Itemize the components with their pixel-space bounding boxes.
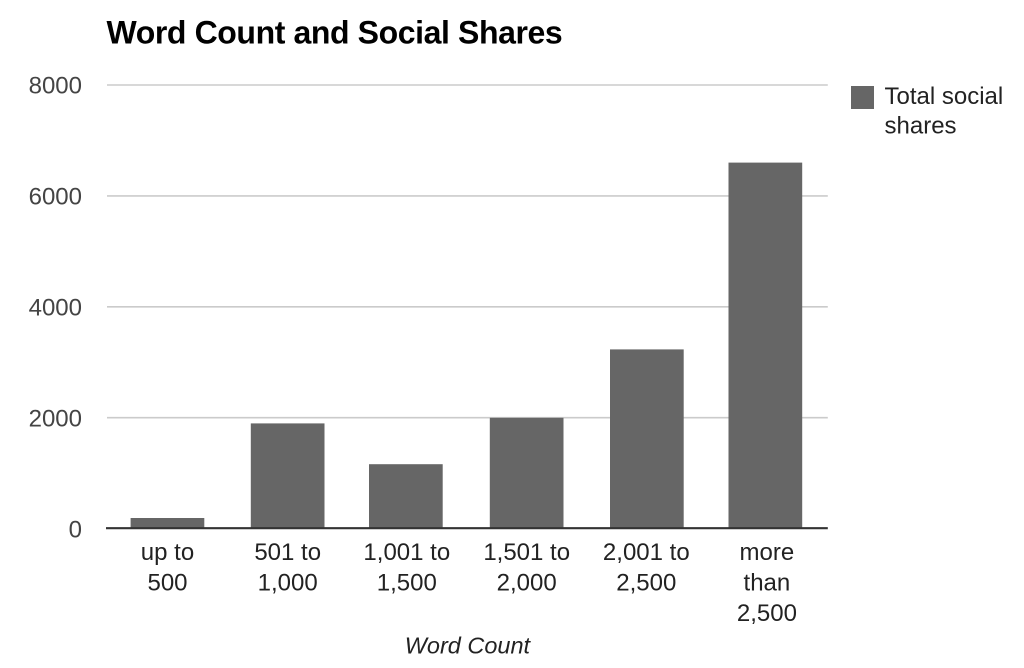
svg-text:1,501 to: 1,501 to <box>483 539 570 566</box>
svg-text:2,500: 2,500 <box>737 600 797 627</box>
svg-text:than: than <box>744 570 791 597</box>
svg-text:2000: 2000 <box>29 405 82 432</box>
svg-text:1,500: 1,500 <box>377 570 437 597</box>
svg-text:4000: 4000 <box>29 295 82 322</box>
svg-text:1,001 to: 1,001 to <box>363 539 450 566</box>
svg-text:Word Count and Social Shares: Word Count and Social Shares <box>107 15 563 51</box>
svg-text:2,500: 2,500 <box>616 570 676 597</box>
svg-text:0: 0 <box>69 516 82 543</box>
svg-text:up to: up to <box>141 539 194 566</box>
svg-text:1,000: 1,000 <box>258 570 318 597</box>
svg-text:Word Count: Word Count <box>405 633 532 659</box>
svg-text:8000: 8000 <box>29 73 82 100</box>
svg-text:2,000: 2,000 <box>497 570 557 597</box>
svg-text:501 to: 501 to <box>254 539 321 566</box>
svg-text:more: more <box>740 539 795 566</box>
svg-text:Total social: Total social <box>885 83 1004 110</box>
svg-text:shares: shares <box>885 113 957 140</box>
svg-text:6000: 6000 <box>29 184 82 211</box>
svg-text:2,001 to: 2,001 to <box>603 539 690 566</box>
svg-text:500: 500 <box>147 570 187 597</box>
